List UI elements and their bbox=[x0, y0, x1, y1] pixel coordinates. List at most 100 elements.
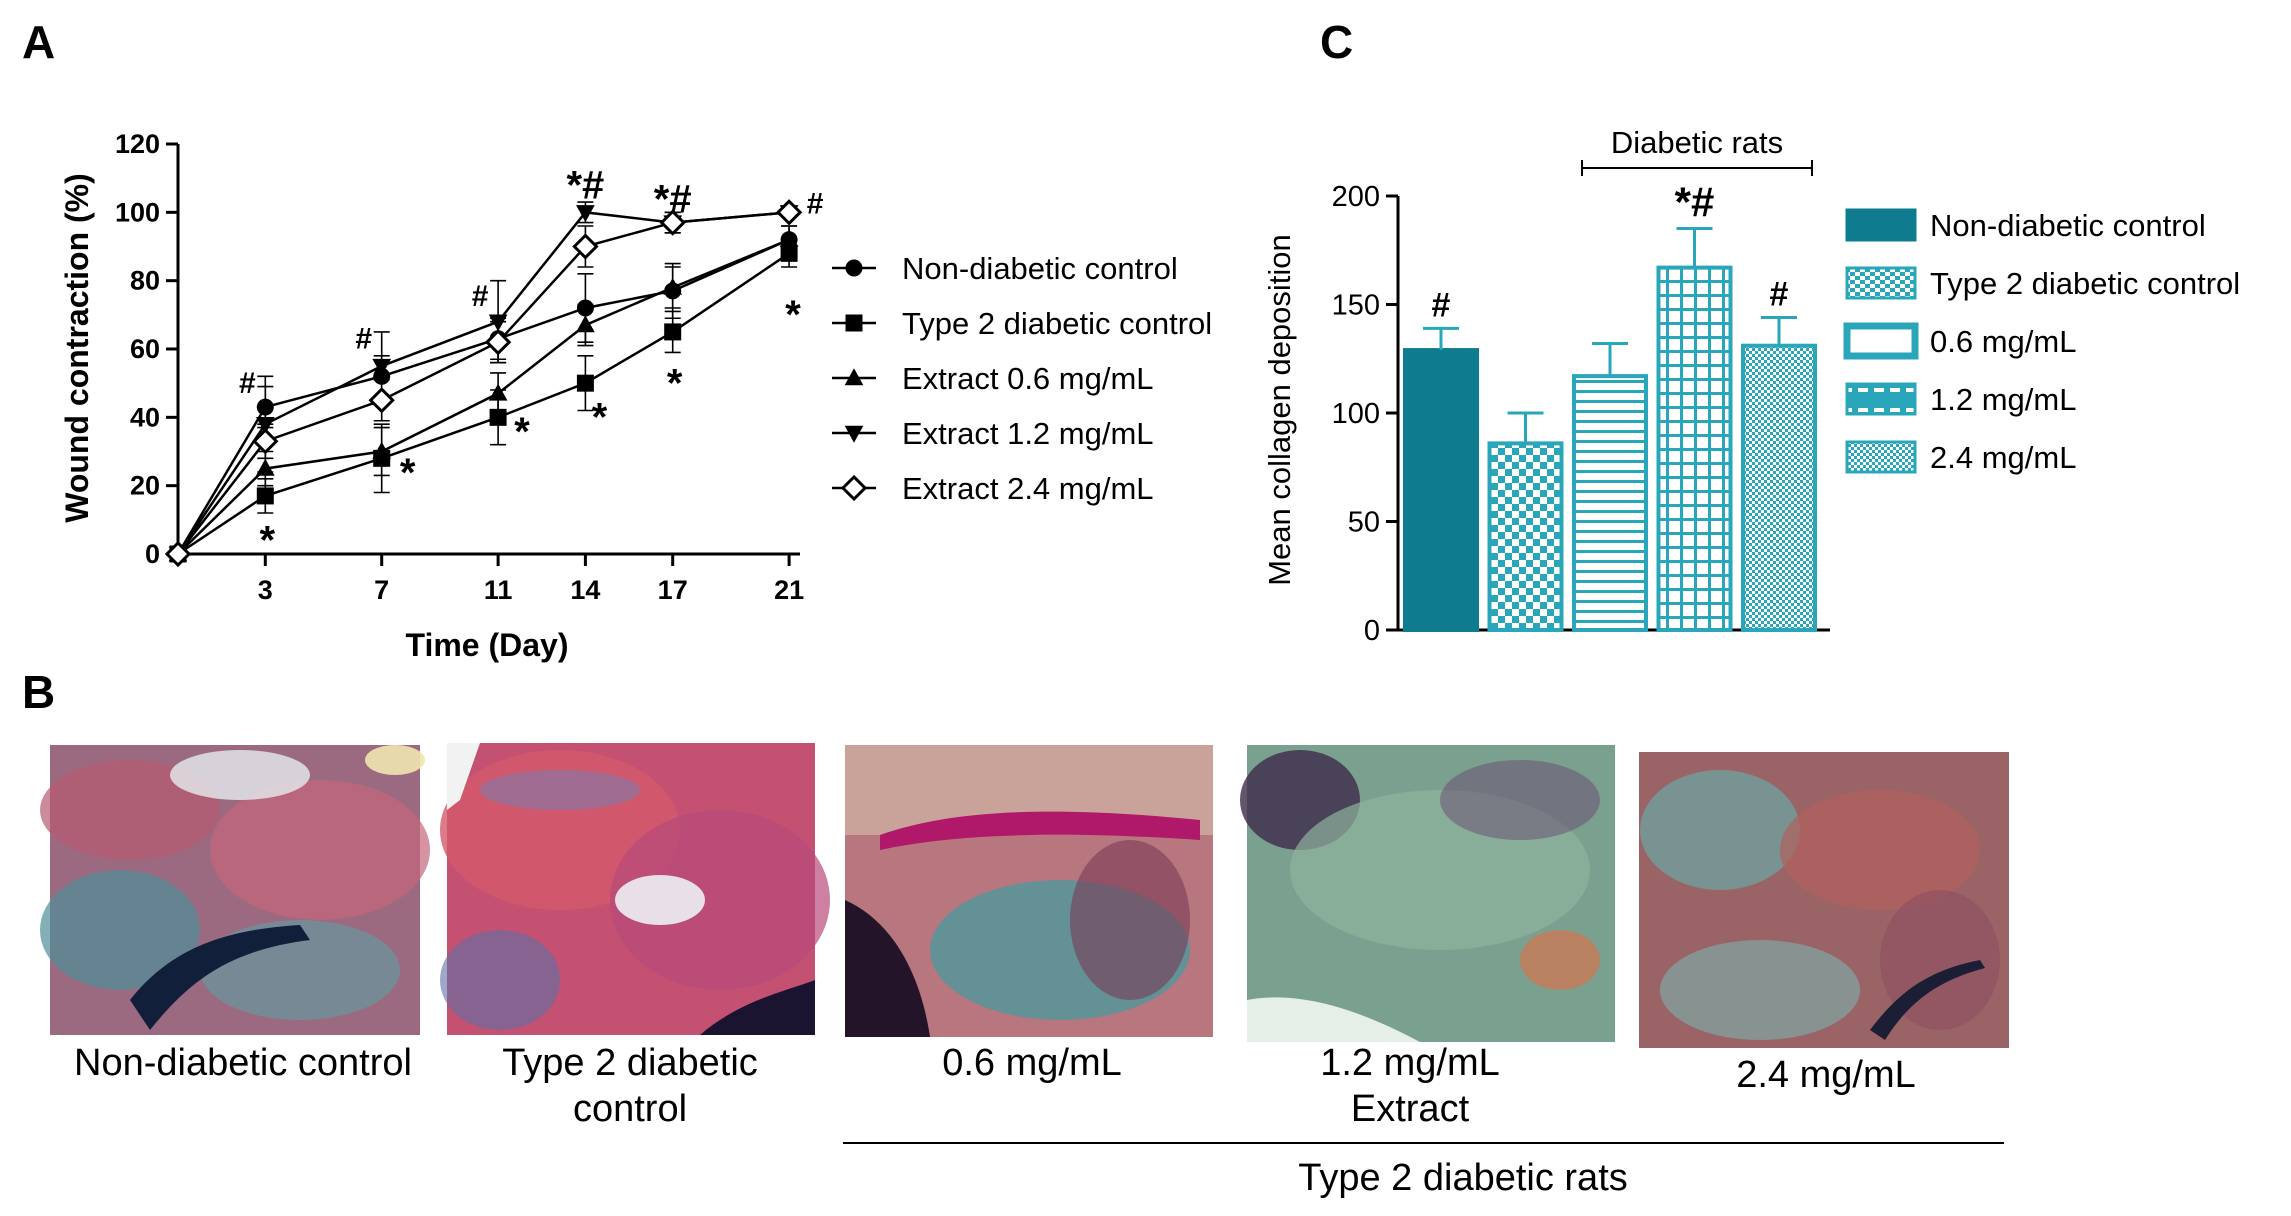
point-extract-1-2-mg-ml-day-3 bbox=[255, 416, 275, 434]
legend: Non-diabetic control Type 2 diabetic cont… bbox=[832, 251, 1212, 506]
point-extract-0-6-mg-ml-day-11 bbox=[488, 383, 508, 401]
y-tick-label-0: 0 bbox=[145, 539, 160, 569]
point-extract-2-4-mg-ml-day-21 bbox=[775, 199, 803, 226]
y-ticks: 0 20 40 60 80 100 120 bbox=[115, 129, 178, 569]
legend-label-type-2-diabetic-control: Type 2 diabetic control bbox=[1930, 266, 2240, 301]
caption-1-line-0: Type 2 diabetic bbox=[502, 1042, 758, 1084]
annotation-0: # bbox=[239, 367, 256, 400]
y-tick-label-100: 100 bbox=[115, 197, 160, 227]
legend-label-non-diabetic-control: Non-diabetic control bbox=[902, 251, 1178, 286]
legend-swatch-1-2-mg-ml bbox=[1845, 382, 1917, 416]
point-non-diabetic-control-day-7 bbox=[373, 367, 391, 385]
annotation-10: # bbox=[807, 188, 824, 221]
bar-type-2-diabetic-control bbox=[1487, 441, 1564, 632]
point-extract-1-2-mg-ml-day-14 bbox=[576, 205, 595, 223]
annotation-3: * bbox=[400, 451, 416, 495]
legend-label-0-6-mg-ml: 0.6 mg/mL bbox=[1930, 324, 2076, 359]
annotation-2: # bbox=[355, 322, 372, 355]
point-type-2-diabetic-control-day-17 bbox=[664, 323, 682, 341]
annotation-1: * bbox=[260, 519, 276, 563]
bar-non-diabetic-control bbox=[1403, 348, 1479, 632]
point-extract-0-6-mg-ml-day-17 bbox=[663, 277, 683, 295]
annotation-11: * bbox=[785, 293, 801, 337]
y-tick-label-50: 50 bbox=[1348, 507, 1380, 539]
y-tick-label-80: 80 bbox=[130, 266, 160, 296]
micrograph-1-2-mg-ml bbox=[1240, 745, 1615, 1042]
point-type-2-diabetic-control-day-14 bbox=[576, 374, 594, 392]
point-non-diabetic-control-day-3 bbox=[256, 398, 274, 416]
legend-label-extract-0-6-mg-ml: Extract 0.6 mg/mL bbox=[902, 361, 1154, 396]
caption-3-line-0: 1.2 mg/mL bbox=[1320, 1042, 1500, 1084]
point-extract-0-6-mg-ml-day-14 bbox=[576, 315, 595, 333]
significance-1-2-mg-ml: *# bbox=[1675, 179, 1715, 226]
legend-label-extract-2-4-mg-ml: Extract 2.4 mg/mL bbox=[902, 471, 1154, 506]
point-extract-0-6-mg-ml-day-7 bbox=[372, 441, 392, 459]
legend-label-type-2-diabetic-control: Type 2 diabetic control bbox=[902, 306, 1212, 341]
legend-marker-non-diabetic-control bbox=[845, 259, 863, 277]
annotation-5: * bbox=[514, 410, 530, 454]
caption-1-line-1: control bbox=[573, 1088, 687, 1130]
point-extract-2-4-mg-ml-day-0 bbox=[164, 540, 192, 568]
x-axis-title: Time (Day) bbox=[405, 627, 568, 663]
y-tick-label-20: 20 bbox=[130, 471, 160, 501]
histology-micrographs: Non-diabetic control Type 2 diabeticcontr… bbox=[40, 743, 2009, 1199]
y-ticks: 0 50 100 150 200 bbox=[1332, 181, 1398, 647]
caption-3-line-1: Extract bbox=[1351, 1088, 1470, 1130]
legend-swatch-type-2-diabetic-control bbox=[1845, 266, 1917, 300]
x-tick-label-14: 14 bbox=[570, 575, 600, 605]
micrograph-0-6-mg-ml bbox=[845, 745, 1213, 1037]
panel-label-c: C bbox=[1320, 16, 1353, 68]
group-bracket: Diabetic rats bbox=[1581, 125, 1813, 176]
error-bars bbox=[1423, 227, 1797, 444]
group-caption: Type 2 diabetic rats bbox=[1298, 1157, 1628, 1199]
significance-non-diabetic-control: # bbox=[1432, 286, 1451, 324]
group-label: Diabetic rats bbox=[1611, 125, 1783, 160]
y-tick-label-120: 120 bbox=[115, 129, 160, 159]
point-extract-2-4-mg-ml-day-3 bbox=[252, 428, 279, 455]
y-tick-label-60: 60 bbox=[130, 334, 160, 364]
bars bbox=[1403, 265, 1817, 632]
point-extract-0-6-mg-ml-day-21 bbox=[779, 229, 799, 247]
y-tick-label-150: 150 bbox=[1332, 290, 1380, 322]
legend-label-extract-1-2-mg-ml: Extract 1.2 mg/mL bbox=[902, 416, 1154, 451]
point-extract-0-6-mg-ml-day-3 bbox=[255, 458, 275, 476]
y-axis-title: Mean collagen deposition bbox=[1262, 234, 1297, 586]
legend-label-non-diabetic-control: Non-diabetic control bbox=[1930, 208, 2206, 243]
annotation-9: *# bbox=[654, 177, 692, 221]
legend-swatch-non-diabetic-control bbox=[1845, 208, 1917, 242]
point-type-2-diabetic-control-day-3 bbox=[256, 487, 274, 505]
panel-label-b: B bbox=[22, 666, 55, 718]
bar-2-4-mg-ml bbox=[1741, 343, 1817, 632]
significance-labels: # *# # bbox=[1432, 179, 1789, 325]
point-extract-2-4-mg-ml-day-17 bbox=[659, 209, 686, 236]
series-markers bbox=[164, 199, 803, 568]
point-non-diabetic-control-day-14 bbox=[576, 299, 594, 317]
panel-label-a: A bbox=[22, 16, 55, 68]
point-extract-1-2-mg-ml-day-11 bbox=[488, 314, 508, 332]
annotation-7: *# bbox=[566, 164, 604, 208]
legend: Non-diabetic control Type 2 diabetic cont… bbox=[1843, 208, 2240, 475]
point-extract-2-4-mg-ml-day-14 bbox=[572, 233, 599, 260]
micrograph-2-4-mg-ml bbox=[1639, 752, 2009, 1048]
x-ticks: 3 7 11 14 17 21 bbox=[258, 554, 804, 605]
annotation-8: * bbox=[667, 361, 683, 405]
legend-marker-extract-0-6-mg-ml bbox=[844, 368, 864, 386]
micrograph-type2-diabetic-control bbox=[440, 743, 830, 1035]
x-tick-label-17: 17 bbox=[658, 575, 688, 605]
error-bars bbox=[257, 201, 798, 514]
x-tick-label-11: 11 bbox=[484, 575, 513, 605]
y-axis-title: Wound contraction (%) bbox=[59, 173, 95, 523]
x-tick-label-21: 21 bbox=[774, 575, 804, 605]
caption-0-line-0: Non-diabetic control bbox=[74, 1042, 412, 1084]
micrograph-captions: Non-diabetic control Type 2 diabeticcontr… bbox=[74, 1042, 1916, 1130]
significance-2-4-mg-ml: # bbox=[1770, 276, 1789, 314]
significance-annotations: #*#*#* **#**# #* bbox=[239, 164, 824, 563]
legend-label-1-2-mg-ml: 1.2 mg/mL bbox=[1930, 382, 2076, 417]
x-tick-label-7: 7 bbox=[374, 575, 389, 605]
y-tick-label-0: 0 bbox=[1364, 615, 1380, 647]
point-type-2-diabetic-control-day-11 bbox=[489, 408, 507, 426]
point-extract-2-4-mg-ml-day-7 bbox=[368, 387, 395, 414]
y-tick-label-200: 200 bbox=[1332, 181, 1380, 213]
